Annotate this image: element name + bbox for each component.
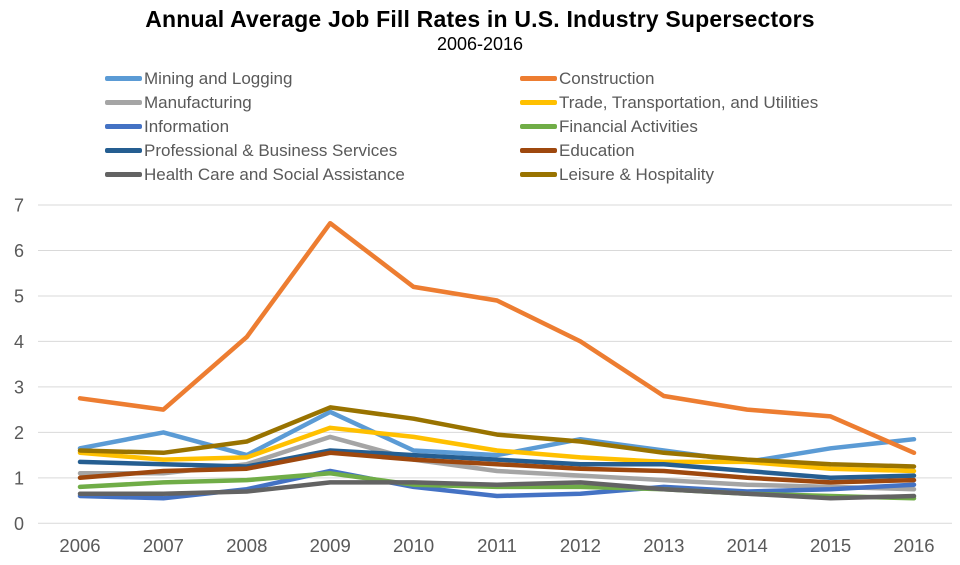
x-tick-label-2016: 2016 xyxy=(893,535,934,556)
x-tick-label-2007: 2007 xyxy=(143,535,184,556)
legend-swatch-manufacturing xyxy=(105,99,142,105)
x-tick-label-2011: 2011 xyxy=(477,535,517,556)
legend-swatch-mining-and-logging xyxy=(105,75,142,81)
legend-swatch-information xyxy=(105,123,142,129)
y-tick-label-0: 0 xyxy=(14,514,24,534)
legend-swatch-construction xyxy=(520,75,557,81)
y-tick-label-3: 3 xyxy=(14,377,24,397)
y-tick-label-7: 7 xyxy=(14,196,24,216)
x-tick-label-2015: 2015 xyxy=(810,535,851,556)
series-line-professional-business-services xyxy=(77,448,917,481)
legend-label: Professional & Business Services xyxy=(144,140,398,160)
series-line-education xyxy=(77,450,917,485)
legend: Mining and Logging Construction Manufactur… xyxy=(105,66,818,186)
y-tick-label-4: 4 xyxy=(14,332,24,352)
x-tick-label-2013: 2013 xyxy=(643,535,684,556)
legend-swatch-leisure-hospitality xyxy=(520,171,557,177)
legend-item-mining-and-logging: Mining and Logging xyxy=(105,70,520,87)
legend-swatch-professional-business-services xyxy=(105,147,142,153)
series-line-health-care-and-social-assistance xyxy=(77,480,917,501)
legend-label: Health Care and Social Assistance xyxy=(144,164,405,184)
x-tick-label-2009: 2009 xyxy=(310,535,351,556)
x-tick-label-2010: 2010 xyxy=(393,535,434,556)
legend-swatch-health-care-and-social-assistance xyxy=(105,171,142,177)
series-line-construction xyxy=(77,220,917,456)
x-tick-label-2006: 2006 xyxy=(59,535,100,556)
legend-item-trade-transportation-and-utilities: Trade, Transportation, and Utilities xyxy=(520,94,818,111)
y-tick-label-1: 1 xyxy=(14,468,24,488)
legend-item-manufacturing: Manufacturing xyxy=(105,94,520,111)
chart-title: Annual Average Job Fill Rates in U.S. In… xyxy=(145,6,815,32)
y-tick-label-2: 2 xyxy=(14,423,24,443)
series-line-leisure-hospitality xyxy=(77,405,917,469)
legend-swatch-financial-activities xyxy=(520,123,557,129)
chart-subtitle: 2006-2016 xyxy=(436,34,524,54)
y-tick-label-5: 5 xyxy=(14,286,24,306)
legend-label: Trade, Transportation, and Utilities xyxy=(559,92,819,112)
legend-item-financial-activities: Financial Activities xyxy=(520,118,818,135)
legend-label: Leisure & Hospitality xyxy=(559,164,714,184)
legend-item-education: Education xyxy=(520,142,818,159)
legend-label: Construction xyxy=(559,68,655,88)
legend-label: Mining and Logging xyxy=(144,68,293,88)
x-tick-label-2008: 2008 xyxy=(226,535,267,556)
legend-label: Financial Activities xyxy=(559,116,698,136)
legend-label: Information xyxy=(144,116,230,136)
legend-item-information: Information xyxy=(105,118,520,135)
series-line-trade-transportation-and-utilities xyxy=(77,425,917,474)
y-tick-label-6: 6 xyxy=(14,241,24,261)
legend-swatch-trade-transportation-and-utilities xyxy=(520,99,557,105)
x-tick-label-2012: 2012 xyxy=(560,535,601,556)
legend-label: Manufacturing xyxy=(144,92,252,112)
series-line-mining-and-logging xyxy=(77,409,917,465)
legend-item-leisure-hospitality: Leisure & Hospitality xyxy=(520,166,818,183)
legend-item-professional-business-services: Professional & Business Services xyxy=(105,142,520,159)
legend-swatch-education xyxy=(520,147,557,153)
legend-label: Education xyxy=(559,140,635,160)
legend-item-health-care-and-social-assistance: Health Care and Social Assistance xyxy=(105,166,520,183)
legend-item-construction: Construction xyxy=(520,70,818,87)
x-tick-label-2014: 2014 xyxy=(727,535,768,556)
